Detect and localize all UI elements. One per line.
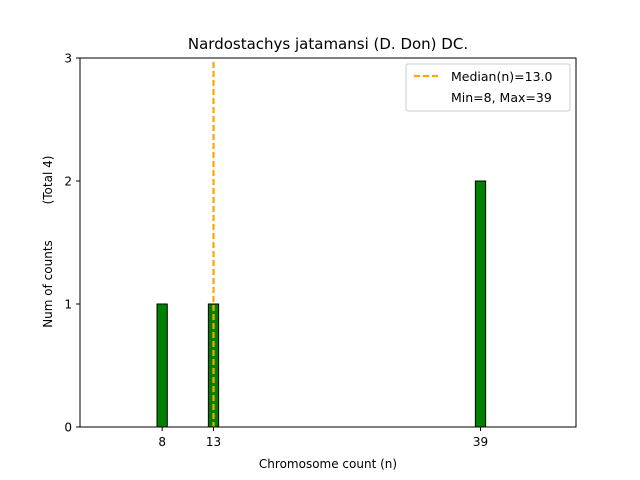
x-tick-label-8: 8: [158, 435, 166, 449]
y-tick-label-3: 3: [64, 52, 72, 66]
bar-8: [156, 303, 168, 428]
x-axis-label: Chromosome count (n): [259, 457, 397, 471]
chart-title: Nardostachys jatamansi (D. Don) DC.: [188, 35, 468, 53]
legend-frame: [405, 63, 571, 112]
y-tick-label-0: 0: [64, 421, 72, 435]
x-tick-label-13: 13: [206, 435, 221, 449]
bar-39: [474, 180, 487, 428]
legend-median-label: Median(n)=13.0: [451, 69, 552, 84]
legend-range-label: Min=8, Max=39: [451, 90, 552, 105]
axes-frame: [79, 57, 577, 428]
y-axis-label: Num of counts: [41, 240, 55, 328]
y-tick-label-1: 1: [64, 298, 72, 312]
y-tick-label-2: 2: [64, 175, 72, 189]
y-axis-total-label: (Total 4): [41, 156, 55, 205]
legend: Median(n)=13.0 Min=8, Max=39: [405, 63, 571, 112]
plot-area: 0 1 2 3 8 13 39: [64, 52, 577, 449]
x-tick-label-39: 39: [473, 435, 488, 449]
